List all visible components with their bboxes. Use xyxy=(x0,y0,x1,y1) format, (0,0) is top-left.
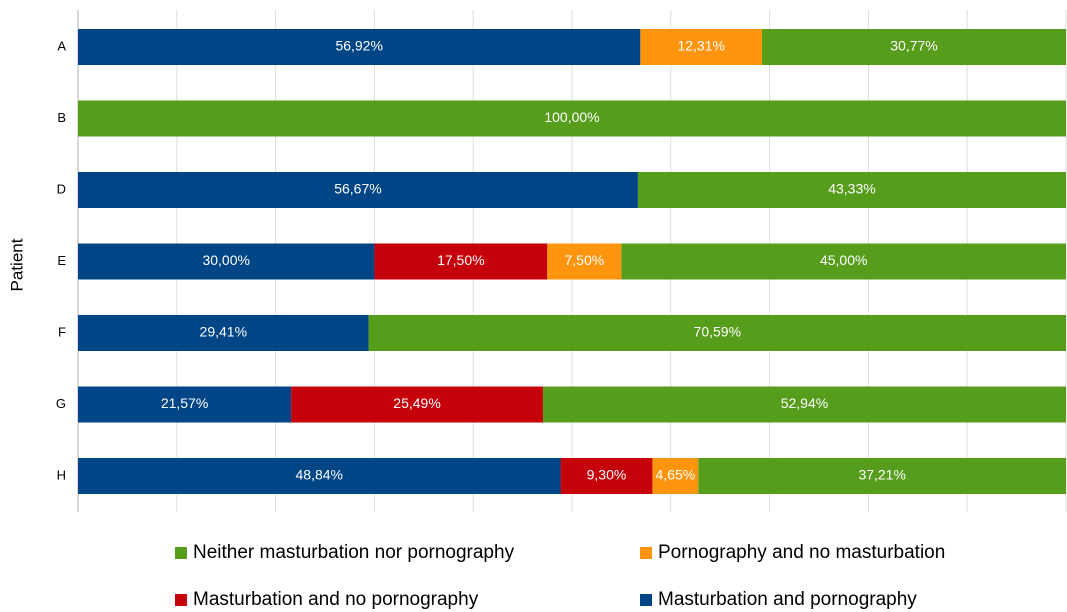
data-label: 45,00% xyxy=(820,252,867,268)
bar-segment xyxy=(698,458,1066,494)
bar-segment xyxy=(368,315,1066,351)
legend-swatch xyxy=(640,547,652,559)
bar-segment xyxy=(652,458,699,494)
data-label: 30,00% xyxy=(202,252,249,268)
y-tick-label: A xyxy=(57,38,66,53)
data-label: 56,67% xyxy=(334,181,381,197)
data-label: 29,41% xyxy=(200,324,247,340)
bar-segment xyxy=(560,458,653,494)
data-label: 70,59% xyxy=(694,324,741,340)
bar-segment xyxy=(637,172,1066,208)
y-axis-label: Patient xyxy=(7,238,26,291)
data-label: 48,84% xyxy=(296,467,343,483)
y-tick-label: D xyxy=(57,181,66,196)
data-label: 56,92% xyxy=(335,38,382,54)
data-label: 4,65% xyxy=(656,467,696,483)
legend-label: Neither masturbation nor pornography xyxy=(193,542,515,563)
bar-segment xyxy=(78,29,641,65)
data-label: 25,49% xyxy=(393,395,440,411)
bar-segment xyxy=(291,386,543,423)
legend-swatch xyxy=(175,547,187,559)
data-label: 7,50% xyxy=(564,252,604,268)
data-label: 17,50% xyxy=(437,252,484,268)
y-tick-label: G xyxy=(56,396,66,411)
legend-swatch xyxy=(175,594,187,606)
bar-segment xyxy=(547,243,622,280)
y-tick-label: B xyxy=(57,110,66,125)
data-label: 30,77% xyxy=(890,38,937,54)
data-label: 12,31% xyxy=(677,38,724,54)
bar-segment xyxy=(621,243,1066,280)
bar-segment xyxy=(78,243,375,280)
data-label: 43,33% xyxy=(828,181,875,197)
data-label: 52,94% xyxy=(781,395,828,411)
legend-label: Masturbation and pornography xyxy=(658,589,917,610)
bar-segment xyxy=(78,172,638,208)
data-label: 9,30% xyxy=(587,467,627,483)
bar-segment xyxy=(761,29,1066,65)
data-label: 21,57% xyxy=(161,395,208,411)
data-label: 37,21% xyxy=(858,467,905,483)
bar-segment xyxy=(78,315,369,351)
y-tick-label: F xyxy=(58,324,66,339)
y-tick-label: H xyxy=(57,467,66,482)
bar-segment xyxy=(640,29,762,65)
bar-segment xyxy=(374,243,548,280)
bar-segment xyxy=(78,386,292,423)
bar-segment xyxy=(542,386,1066,423)
legend-swatch xyxy=(640,594,652,606)
bar-segment xyxy=(78,458,561,494)
bar-segment xyxy=(78,100,1066,137)
data-label: 100,00% xyxy=(544,109,599,125)
legend-label: Masturbation and no pornography xyxy=(193,589,479,610)
y-tick-label: E xyxy=(57,253,66,268)
legend-label: Pornography and no masturbation xyxy=(658,542,945,563)
